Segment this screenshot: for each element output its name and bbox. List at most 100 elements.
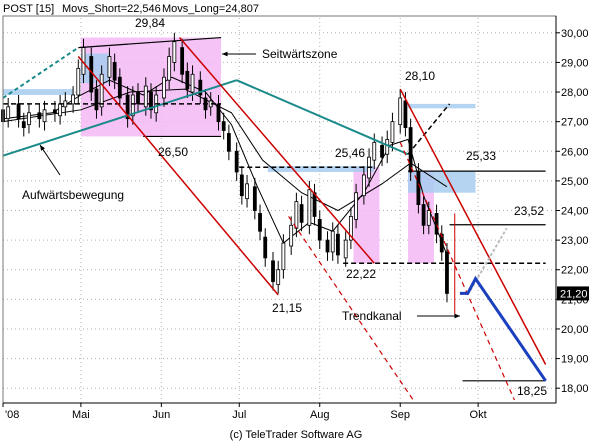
red-channel-upper-3 [399, 88, 547, 365]
candle-body [281, 242, 286, 271]
candle-body [294, 201, 299, 229]
dash-zero [407, 103, 451, 155]
candle-body [130, 94, 135, 117]
blue-zone-may [80, 53, 110, 84]
annotation-label: Aufwärtsbewegung [22, 188, 124, 202]
candle-body [76, 67, 81, 96]
candle-body [325, 239, 330, 253]
candle-body [385, 139, 390, 155]
x-tick-label: Aug [310, 409, 330, 421]
candle-body [94, 88, 99, 111]
arrow-aufwaerts [39, 144, 61, 176]
candle-body [136, 91, 140, 105]
candle-body [21, 121, 26, 128]
candle-body [354, 192, 358, 220]
x-tick-label: Jul [232, 409, 246, 421]
candle-body [317, 218, 322, 241]
candle-body [408, 127, 413, 173]
candle-body [258, 213, 262, 232]
candle-body [336, 233, 340, 256]
annotation-label: 26,50 [158, 145, 188, 159]
candle-body [107, 56, 112, 78]
y-tick-label: 26,00 [561, 146, 589, 158]
grid [2, 18, 556, 403]
candle-body [348, 216, 353, 241]
candle-body [390, 121, 395, 143]
candle-body [403, 100, 408, 128]
annotation-label: 25,33 [466, 149, 496, 163]
candle-body [125, 94, 130, 120]
candle-body [234, 150, 239, 173]
candle-body [216, 103, 221, 123]
y-tick-label: 25,00 [561, 176, 589, 188]
candle-body [42, 109, 47, 123]
candle-body [398, 97, 403, 126]
candle-body [263, 236, 268, 259]
candle-body [16, 103, 21, 120]
blue-forecast-path [459, 275, 547, 382]
blue-band-april [3, 89, 74, 95]
candle-body [112, 62, 117, 81]
red-dashed-lower [288, 216, 414, 401]
candle-body [58, 103, 63, 117]
candle-body [421, 204, 426, 226]
annotations: 29,84 26,50 21,15 25,46 22,22 28,10 25,33 23,52… [22, 16, 547, 398]
candle-body [252, 186, 257, 211]
candle-body [245, 183, 249, 200]
last-price-label: 21,20 [560, 288, 588, 300]
candle-body [198, 79, 203, 96]
annotation-label: Trendkanal [342, 309, 402, 323]
candle-body [143, 85, 148, 108]
candle-body [372, 141, 377, 161]
candle-body [6, 106, 11, 120]
candle-body [71, 94, 75, 105]
candle-body [361, 174, 366, 197]
candle-body [53, 109, 57, 114]
uptrend-line-upper [2, 46, 79, 99]
candle-body [239, 174, 244, 197]
candle-body [172, 41, 177, 63]
candle-body [180, 47, 185, 75]
axes: 18,0019,0020,0021,0022,0023,0024,0025,00… [2, 15, 589, 421]
candle-body [276, 269, 281, 285]
drawings [2, 36, 547, 401]
y-tick-label: 20,00 [561, 324, 589, 336]
y-tick-label: 19,00 [561, 354, 589, 366]
annotation-label: 21,15 [272, 301, 302, 315]
blue-band-aug [267, 166, 375, 172]
header-ma-long: Movs_Long=24,807 [162, 3, 259, 15]
candle-body [226, 133, 231, 152]
arrow-aufwaerts-head [40, 145, 46, 151]
candle-body [271, 260, 275, 282]
x-tick-label: Sep [390, 409, 410, 421]
candle-body [439, 233, 444, 253]
annotation-label: Seitwärtszone [262, 47, 338, 61]
x-tick-label: Mai [72, 409, 90, 421]
candle-body [380, 144, 384, 158]
candle-body [330, 230, 335, 253]
candle-body [167, 56, 172, 81]
annotation-label: 22,22 [346, 267, 376, 281]
header-symbol: POST [15] [3, 3, 54, 15]
arrow-seitwaerts-head [222, 51, 228, 57]
candle-body [190, 73, 195, 93]
annotation-label: 25,46 [335, 146, 365, 160]
uptrend-line-lower [2, 79, 237, 157]
blue-zone-sep [408, 171, 476, 193]
candle-body [343, 239, 348, 259]
blue-band-sep [408, 103, 476, 109]
candle-body [426, 210, 431, 226]
candle-body [445, 251, 449, 294]
candle-body [185, 70, 190, 90]
y-tick-label: 22,00 [561, 265, 589, 277]
candle-body [416, 171, 421, 205]
annotation-label: 29,84 [135, 16, 165, 30]
red-channel-upper-2 [178, 37, 375, 264]
candle-body [99, 73, 104, 108]
candle-body [289, 224, 294, 247]
candle-body [221, 121, 226, 131]
y-tick-label: 18,00 [561, 383, 589, 395]
x-tick-label: Jun [152, 409, 170, 421]
candle-body [63, 100, 68, 108]
